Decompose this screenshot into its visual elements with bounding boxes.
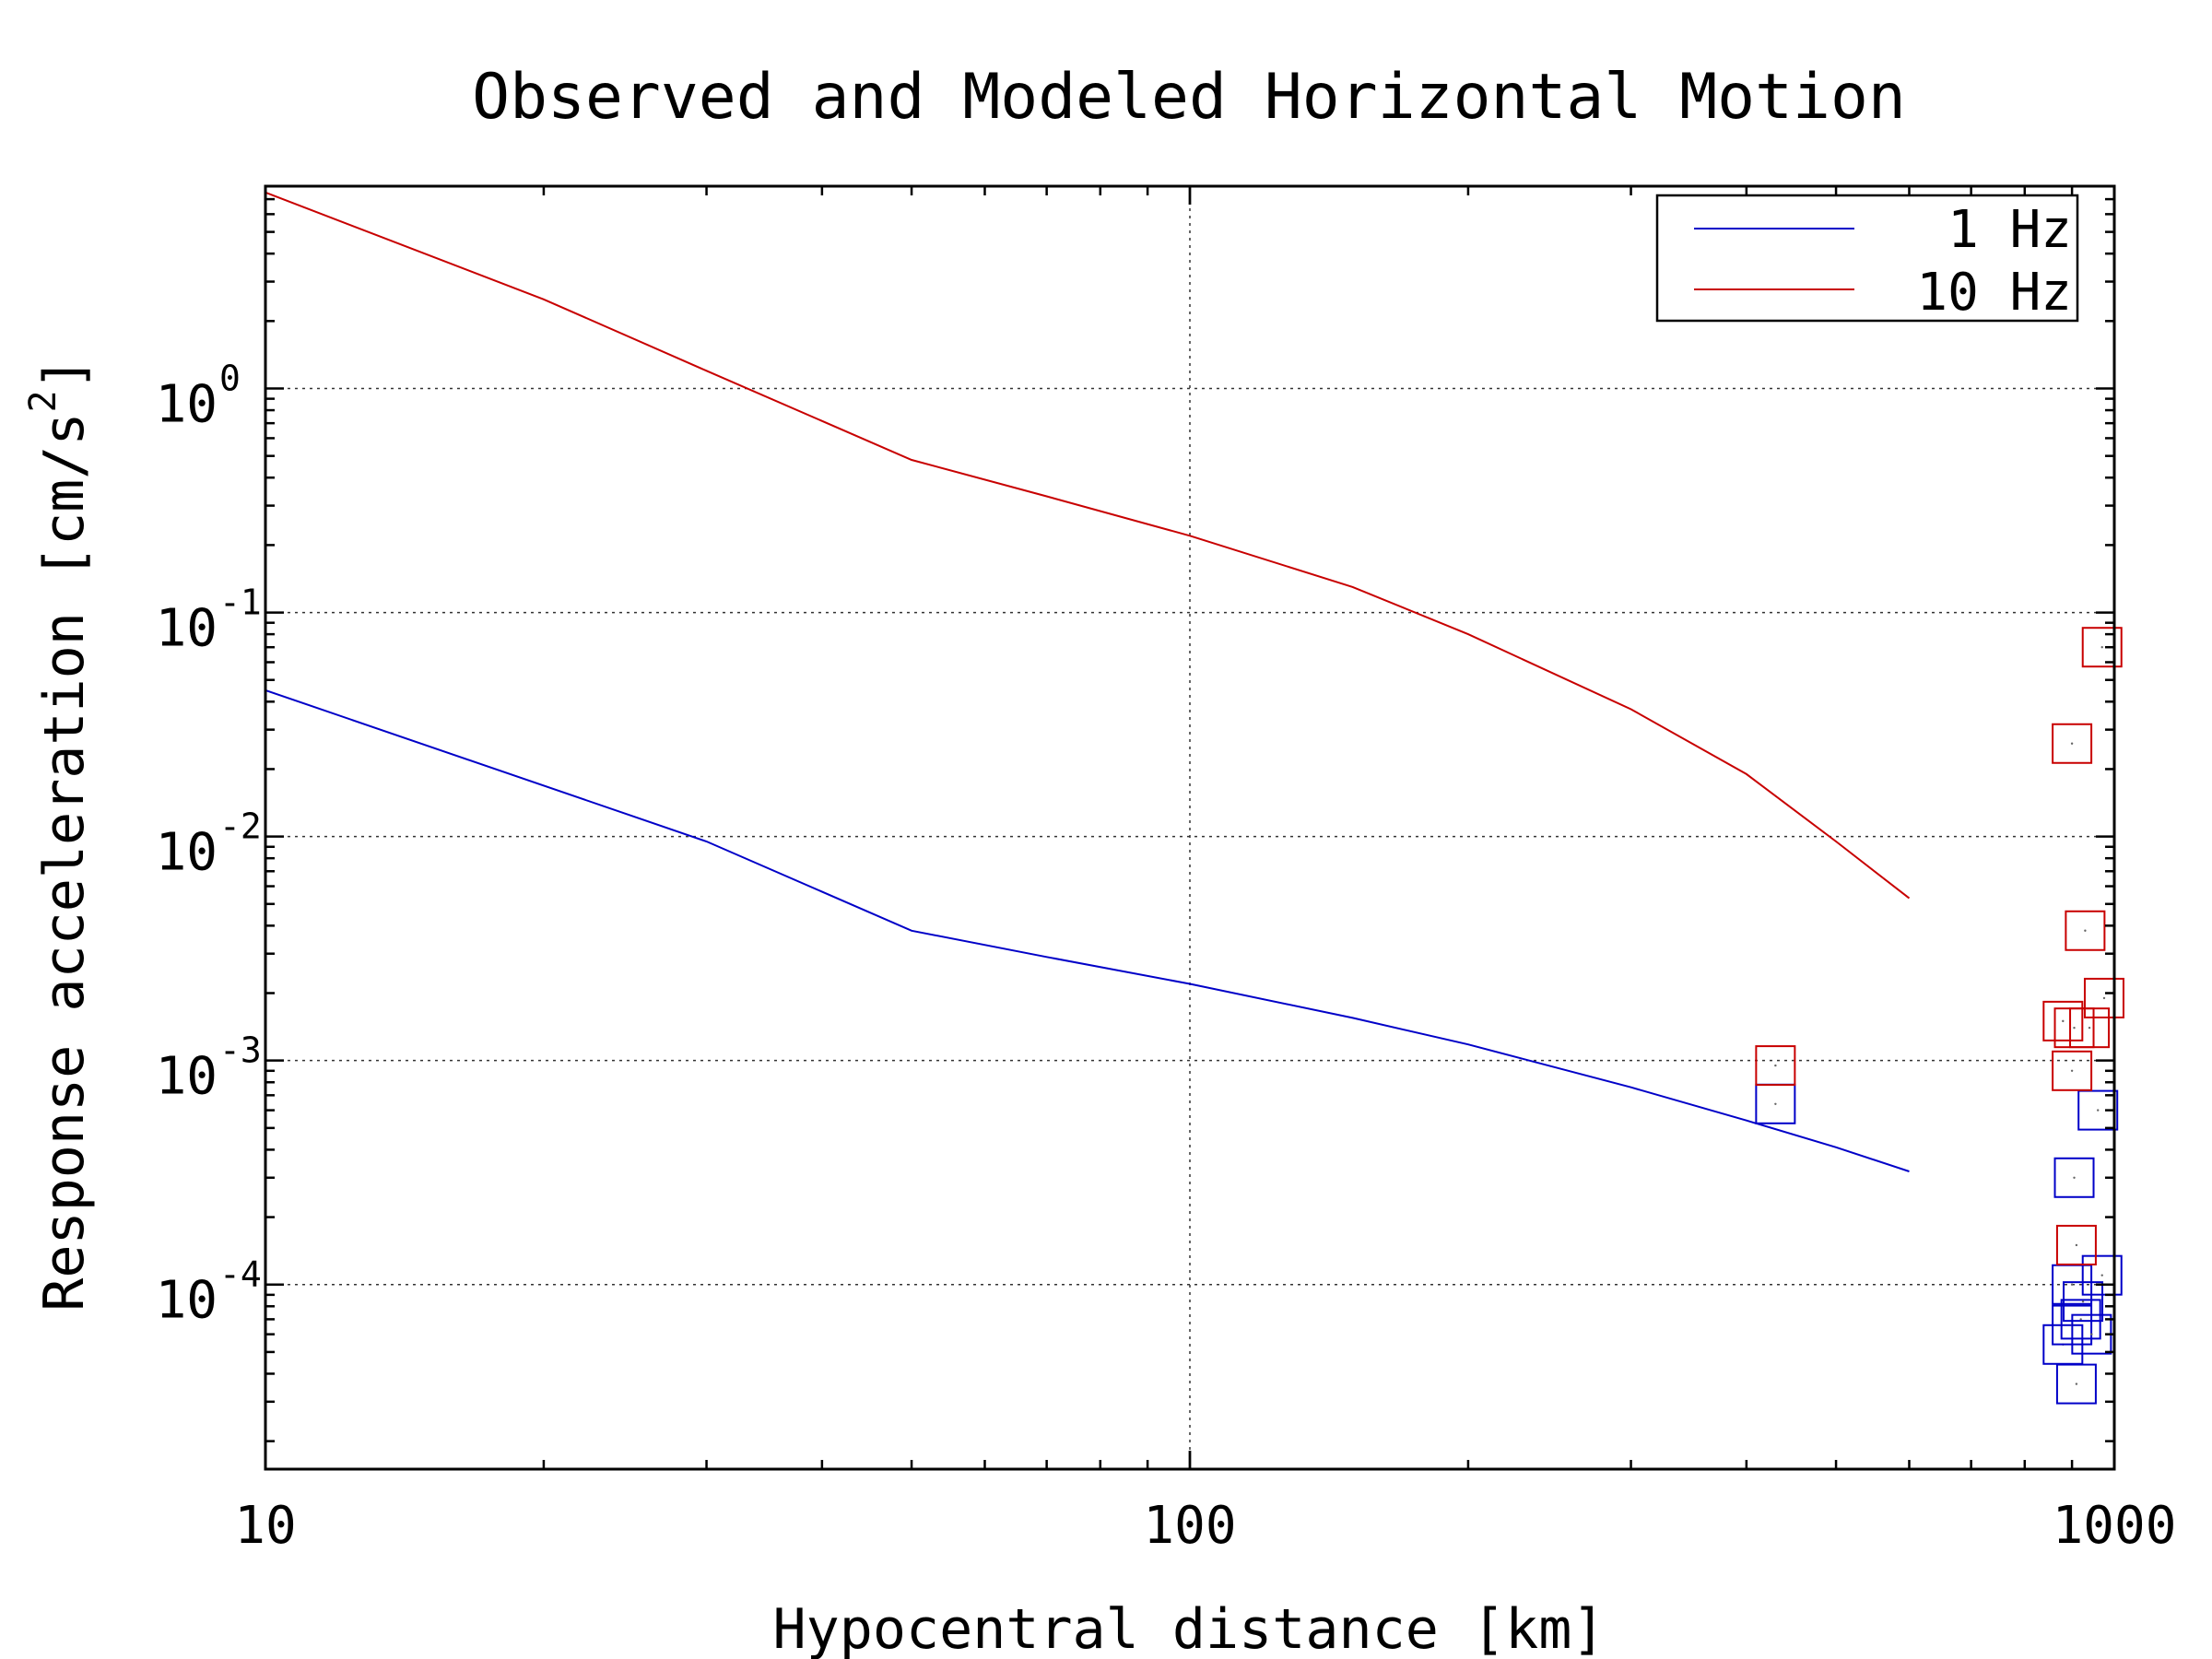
y-tick-label-exponent: -3	[219, 1030, 262, 1071]
observed-marker-dot-1	[2073, 1026, 2076, 1030]
observed-marker-1	[2055, 1224, 2097, 1265]
observed-marker-dot-1	[2062, 1019, 2065, 1023]
y-tick-label-exponent: -1	[219, 582, 262, 623]
observed-marker-dot-0	[2090, 1333, 2093, 1335]
observed-marker-1	[2052, 723, 2093, 764]
grid-lines	[265, 186, 2114, 1469]
observed-markers	[1755, 627, 2124, 1405]
observed-marker-dot-0	[2081, 1300, 2085, 1303]
observed-marker-dot-1	[2070, 1069, 2074, 1073]
y-tick-label: 10	[156, 599, 218, 659]
x-tick-labels: 10 100 1000	[234, 1496, 2176, 1556]
y-tick-label: 10	[156, 1271, 218, 1331]
x-axis-label: Hypocentral distance [km]	[772, 1597, 1605, 1659]
observed-marker-1	[2065, 910, 2106, 951]
observed-marker-1	[2081, 627, 2123, 668]
observed-marker-dot-0	[2097, 1109, 2100, 1112]
axis-ticks	[264, 184, 2116, 1469]
series-lines	[265, 191, 1911, 1172]
observed-marker-0	[2081, 1254, 2123, 1296]
observed-marker-0	[2053, 1157, 2095, 1198]
legend: 1 Hz 10 Hz	[1655, 194, 2079, 323]
x-tick-label: 1000	[2053, 1496, 2177, 1556]
observed-marker-dot-0	[2100, 1274, 2103, 1277]
observed-marker-dot-1	[2084, 929, 2087, 932]
series-line-1	[265, 191, 1911, 900]
y-tick-label-exponent: -2	[219, 806, 262, 847]
observed-marker-dot-0	[2073, 1176, 2076, 1179]
series-line-0	[265, 688, 1910, 1172]
y-axis-label: Response acceleration [cm/s2]	[22, 357, 97, 1312]
observed-marker-1	[2042, 1000, 2084, 1041]
y-tick-label: 10	[156, 375, 218, 435]
observed-marker-1	[2052, 1050, 2093, 1091]
chart-title: Observed and Modeled Horizontal Motion	[472, 61, 1906, 134]
y-tick-label-exponent: -4	[219, 1254, 262, 1295]
observed-marker-dot-1	[1774, 1064, 1777, 1067]
x-tick-label: 100	[1143, 1496, 1236, 1556]
observed-marker-dot-0	[2075, 1382, 2078, 1385]
legend-label-1hz: 1 Hz	[1947, 200, 2072, 260]
observed-marker-0	[2055, 1363, 2097, 1405]
y-tick-label-exponent: 0	[219, 359, 241, 399]
y-axis-label-exponent: 2	[22, 390, 65, 412]
y-axis-label-close: ]	[32, 357, 97, 390]
y-tick-label: 10	[156, 1047, 218, 1107]
y-axis-label-main: Response acceleration [cm/s	[32, 412, 97, 1311]
x-tick-label: 10	[234, 1496, 296, 1556]
observed-marker-dot-0	[1774, 1102, 1777, 1105]
y-tick-label: 10	[156, 823, 218, 883]
legend-box	[1655, 194, 2079, 323]
observed-marker-dot-1	[2102, 996, 2106, 1000]
observed-marker-1	[2069, 1007, 2111, 1049]
observed-marker-dot-0	[2079, 1318, 2082, 1321]
observed-marker-1	[1755, 1045, 1796, 1087]
observed-marker-dot-1	[2075, 1243, 2078, 1247]
observed-marker-0	[2060, 1299, 2101, 1340]
legend-label-10hz: 10 Hz	[1916, 263, 2072, 323]
observed-marker-dot-1	[2070, 742, 2074, 745]
observed-marker-0	[2077, 1089, 2119, 1131]
observed-marker-dot-1	[2088, 1026, 2091, 1030]
observed-marker-dot-1	[2100, 646, 2103, 649]
observed-marker-dot-0	[2070, 1283, 2074, 1286]
observed-marker-1	[2083, 977, 2124, 1018]
